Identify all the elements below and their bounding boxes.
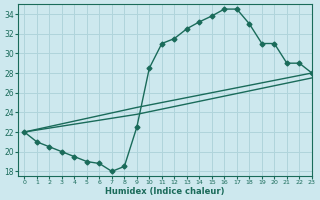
- X-axis label: Humidex (Indice chaleur): Humidex (Indice chaleur): [105, 187, 225, 196]
